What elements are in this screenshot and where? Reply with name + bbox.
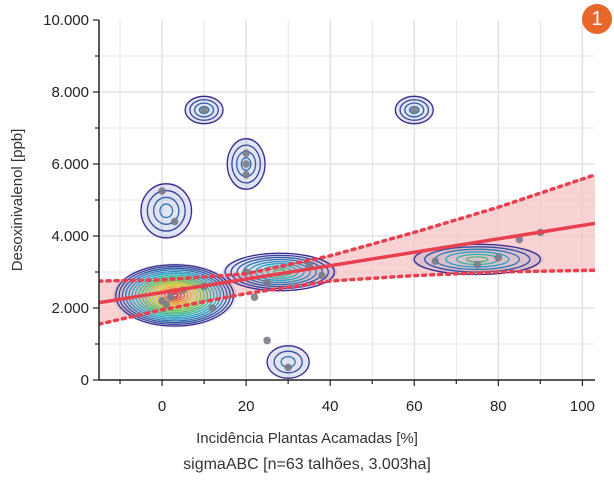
data-point (158, 187, 166, 195)
density-contour (159, 203, 174, 219)
confidence-band-area (99, 174, 595, 325)
density-contour (189, 99, 219, 121)
x-axis-label: Incidência Plantas Acamadas [%] (196, 430, 418, 447)
density-contour (140, 183, 193, 239)
figure-number-badge: 1 (582, 4, 612, 34)
regression-line (99, 221, 595, 305)
x-tick-labels: 0 20 40 60 80 100 (158, 398, 595, 415)
x-tick-label: 100 (570, 398, 595, 415)
density-fill (112, 263, 237, 328)
y-axis-label: Desoxinivalenol [ppb] (9, 129, 26, 272)
data-points (158, 106, 545, 372)
y-tick-label: 8.000 (51, 84, 89, 101)
density-contour (152, 196, 180, 225)
data-point (200, 106, 208, 114)
density-contour (404, 102, 425, 118)
density-contour (118, 265, 231, 325)
regression-line-group (99, 173, 595, 326)
data-point (250, 293, 259, 302)
x-tick-label: 0 (158, 398, 166, 415)
y-tick-labels: 0 2.000 4.000 6.000 8.000 10.000 (43, 12, 89, 389)
data-point (410, 106, 419, 114)
density-contours (112, 95, 544, 380)
confidence-upper-line (99, 173, 595, 283)
density-contour (131, 272, 218, 319)
density-contour (240, 157, 252, 171)
density-contour (413, 243, 542, 276)
x-tick-label: 20 (238, 398, 255, 415)
data-point (166, 293, 175, 302)
y-tick-label: 0 (81, 372, 89, 389)
y-tick-label: 4.000 (51, 228, 89, 245)
density-contour (128, 270, 222, 320)
density-fill (266, 344, 311, 380)
density-contour (394, 95, 434, 125)
data-point (431, 257, 440, 266)
data-point (242, 160, 250, 168)
density-contour (399, 99, 430, 121)
data-point (242, 171, 250, 179)
x-tick-label: 80 (490, 398, 507, 415)
confidence-band (99, 174, 595, 325)
confidence-lower-line (99, 268, 595, 326)
density-contour (226, 138, 266, 190)
density-fill (411, 243, 544, 276)
data-point (317, 271, 326, 280)
density-contour (273, 350, 303, 374)
x-tick-label: 40 (322, 398, 339, 415)
density-contour (124, 269, 225, 322)
y-tick-label: 10.000 (43, 12, 89, 29)
data-point (494, 253, 503, 262)
axes (93, 19, 595, 386)
data-point (208, 304, 217, 312)
y-tick-label: 2.000 (51, 300, 89, 317)
data-point (242, 149, 250, 157)
density-contour (254, 263, 305, 281)
density-contour (184, 95, 224, 125)
data-point (263, 279, 271, 287)
x-tick-label: 60 (406, 398, 423, 415)
density-contour (157, 286, 192, 305)
data-point (263, 336, 271, 345)
data-point (284, 363, 292, 372)
data-point (515, 235, 524, 244)
data-point (305, 261, 313, 269)
density-contour (224, 252, 336, 292)
density-contour (231, 144, 261, 184)
data-point (162, 300, 171, 309)
density-contour (266, 345, 310, 379)
data-point (170, 217, 179, 226)
density-contour (160, 287, 189, 303)
density-contour (193, 102, 215, 118)
density-contour (121, 267, 228, 324)
data-point (473, 261, 482, 269)
chart-subtitle: sigmaABC [n=63 talhões, 3.003ha] (183, 456, 431, 473)
density-contour (146, 189, 186, 232)
y-tick-label: 6.000 (51, 156, 89, 173)
